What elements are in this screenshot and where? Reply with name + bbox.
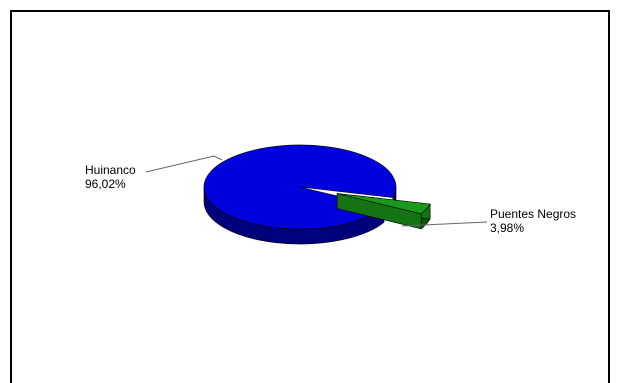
leader-line-puentes-negros (401, 221, 488, 227)
label-value-puentes-negros: 3,98% (490, 221, 524, 235)
leader-lines (145, 155, 488, 227)
slice-labels: Huinanco 96,02% Puentes Negros 3,98% (85, 163, 576, 235)
label-name-puentes-negros: Puentes Negros (490, 207, 576, 221)
slice-huinanco (203, 144, 397, 245)
slice-puentes-negros-top (337, 193, 431, 215)
pie-3d-body (203, 144, 431, 245)
leader-line-huinanco (145, 155, 223, 173)
slice-puentes-negros (336, 193, 431, 230)
label-name-huinanco: Huinanco (85, 163, 136, 177)
label-value-huinanco: 96,02% (85, 177, 126, 191)
slice-huinanco-top (203, 144, 397, 230)
